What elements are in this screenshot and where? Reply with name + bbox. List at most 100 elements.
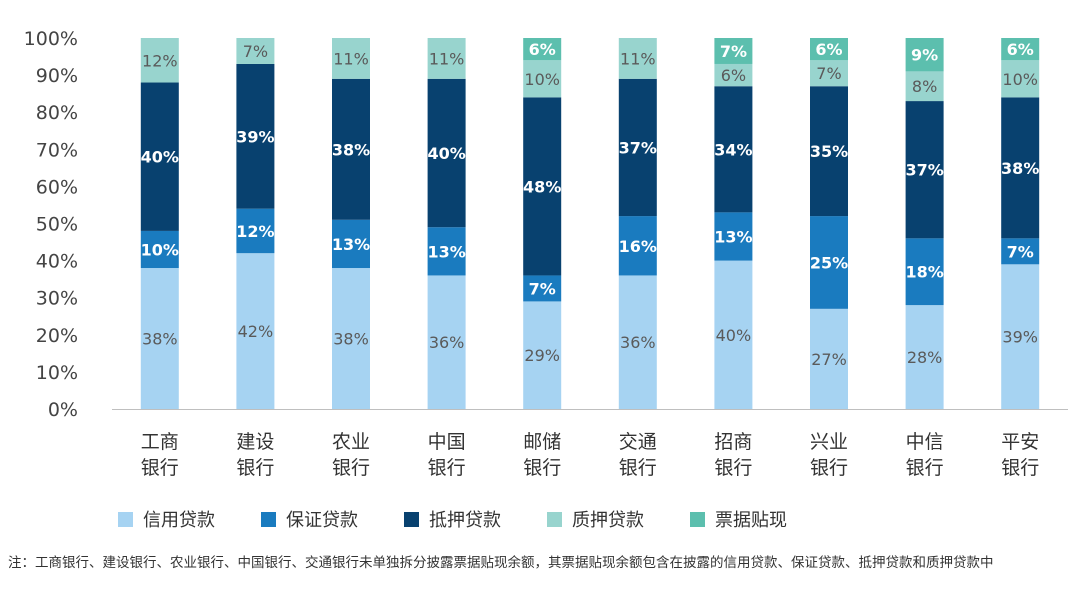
x-tick-label: 银行 — [1001, 457, 1039, 479]
bar-segment — [714, 63, 753, 87]
data-label: 11% — [333, 49, 369, 68]
data-label: 16% — [619, 237, 657, 256]
bar-segment — [618, 38, 657, 79]
data-label: 7% — [720, 42, 747, 61]
data-label: 38% — [332, 140, 370, 159]
bar-segment — [810, 216, 848, 309]
bar-segment — [618, 216, 657, 276]
data-label: 38% — [1001, 159, 1039, 178]
data-label: 39% — [1002, 328, 1038, 347]
data-label: 9% — [911, 46, 938, 65]
data-label: 35% — [810, 142, 848, 161]
x-tick-label: 银行 — [236, 457, 274, 479]
legend-label-guarantee: 保证贷款 — [286, 510, 358, 531]
data-label: 37% — [905, 161, 943, 180]
bar-segment — [427, 78, 466, 228]
x-tick-label: 银行 — [428, 457, 466, 479]
bar-segment — [523, 38, 562, 61]
data-label: 38% — [142, 330, 178, 349]
x-tick-label: 银行 — [141, 457, 179, 479]
x-tick-label: 邮储 — [523, 431, 561, 453]
data-label: 13% — [427, 242, 465, 261]
data-label: 11% — [429, 49, 465, 68]
x-tick-label: 中信 — [906, 431, 944, 453]
data-label: 7% — [243, 42, 268, 61]
bar-segment — [140, 82, 179, 231]
bar-segment — [427, 227, 466, 276]
stacked-bar-chart: 0% 10% 20% 30% 40% 50% 60% 70% 80% 90% 100% 38% 10% 4… — [24, 28, 1068, 479]
data-label: 12% — [236, 222, 274, 241]
legend-item-pledge: 质押贷款 — [547, 506, 644, 532]
y-tick-label: 40% — [36, 251, 78, 273]
x-tick-label: 兴业 — [810, 431, 848, 453]
data-label: 6% — [529, 40, 556, 59]
bar-segment — [236, 208, 275, 254]
data-label: 37% — [619, 138, 657, 157]
data-label: 10% — [141, 240, 179, 259]
data-label: 36% — [620, 333, 656, 352]
y-tick-label: 50% — [36, 214, 78, 236]
legend-swatch-mortgage — [404, 511, 419, 527]
bar-segment — [905, 101, 944, 239]
bar-segment — [810, 86, 848, 217]
footnote: 注：工商银行、建设银行、农业银行、中国银行、交通银行未单独拆分披露票据贴现余额，… — [8, 555, 994, 571]
data-label: 42% — [238, 322, 274, 341]
y-tick-label: 90% — [36, 65, 78, 87]
y-tick-label: 60% — [36, 176, 78, 198]
data-label: 36% — [429, 333, 465, 352]
legend-swatch-discount — [690, 511, 705, 527]
data-label: 7% — [529, 279, 556, 298]
data-label: 40% — [716, 326, 752, 345]
data-label: 7% — [1007, 242, 1034, 261]
bar-segment — [1001, 38, 1040, 61]
bar-segment — [810, 308, 848, 409]
bar-segment — [140, 268, 179, 409]
y-tick-label: 80% — [36, 102, 78, 124]
bar-segment — [523, 97, 562, 276]
data-label: 10% — [1002, 70, 1038, 89]
bar-segment — [714, 38, 753, 64]
x-tick-label: 银行 — [332, 457, 370, 479]
data-label: 27% — [811, 350, 847, 369]
y-tick-label: 30% — [36, 288, 78, 310]
data-label: 18% — [905, 263, 943, 282]
data-label: 13% — [332, 235, 370, 254]
data-label: 48% — [523, 177, 561, 196]
x-tick-label: 中国 — [428, 431, 466, 453]
bar-segment — [427, 38, 466, 79]
x-tick-label: 平安 — [1001, 431, 1039, 453]
legend-item-mortgage: 抵押贷款 — [404, 506, 501, 532]
data-label: 40% — [141, 148, 179, 167]
y-tick-label: 20% — [36, 325, 78, 347]
x-tick-label: 银行 — [619, 457, 657, 479]
bar-segment — [523, 275, 562, 302]
data-label: 28% — [907, 348, 943, 367]
data-label: 10% — [524, 70, 560, 89]
x-tick-label: 招商 — [714, 431, 752, 453]
legend: 信用贷款 保证贷款 抵押贷款 质押贷款 票据贴现 — [118, 506, 833, 532]
y-tick-label: 0% — [48, 399, 78, 421]
x-tick-label: 银行 — [810, 457, 848, 479]
bar-segment — [1001, 97, 1040, 239]
data-label: 6% — [721, 66, 746, 85]
legend-swatch-guarantee — [261, 511, 276, 527]
x-tick-label: 工商 — [141, 431, 179, 453]
data-label: 8% — [912, 77, 937, 96]
bar-segment — [810, 38, 848, 61]
legend-swatch-credit — [118, 511, 133, 527]
bar-segment — [714, 212, 753, 261]
bar-segment — [523, 301, 562, 409]
bar-segment — [905, 238, 944, 306]
data-label: 6% — [1007, 40, 1034, 59]
x-tick-label: 银行 — [523, 457, 561, 479]
legend-label-pledge: 质押贷款 — [572, 510, 644, 531]
y-tick-label: 10% — [36, 362, 78, 384]
bar-segment — [714, 86, 753, 213]
bar-segment — [905, 305, 944, 409]
bar-segment — [140, 230, 179, 269]
data-label: 38% — [333, 330, 369, 349]
legend-item-guarantee: 保证贷款 — [261, 506, 358, 532]
bar-segment — [427, 275, 466, 409]
bar-segment — [332, 78, 370, 220]
bar-segment — [332, 219, 370, 269]
